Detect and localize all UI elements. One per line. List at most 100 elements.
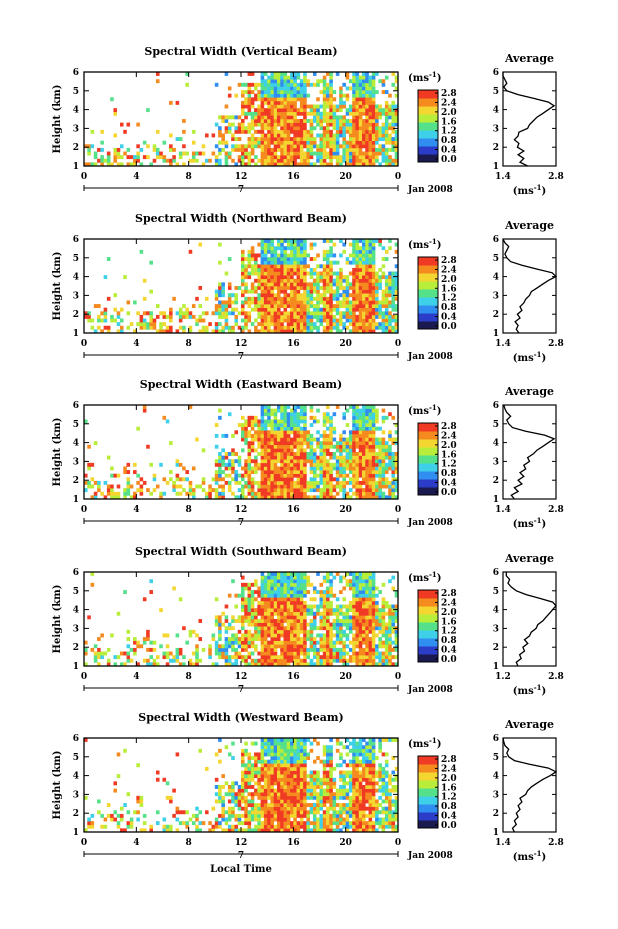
colorbar-tick-label: 0.0 — [441, 655, 457, 665]
avg-y-tick-label: 2 — [493, 143, 499, 153]
colorbar-tick-label: 1.6 — [441, 450, 457, 460]
x-tick-label: 8 — [186, 838, 192, 848]
colorbar-frame — [417, 89, 439, 163]
y-tick-label: 5 — [73, 587, 79, 597]
colorbar: 2.82.42.01.61.20.80.40.0 — [417, 589, 457, 665]
average-title: Average — [504, 552, 554, 565]
colorbar-tick-label: 0.4 — [441, 812, 457, 822]
colorbar-tick-label: 0.4 — [441, 479, 457, 489]
colorbar-swatch — [418, 265, 438, 274]
x-tick-label: 20 — [339, 172, 352, 182]
colorbar-tick-label: 2.0 — [441, 108, 457, 118]
date-label: Jan 2008 — [407, 352, 453, 362]
average-panel: Average 1 2 3 4 5 6 1.4 2.8 — [493, 52, 564, 182]
colorbar: 2.82.42.01.61.20.80.40.0 — [417, 755, 457, 831]
y-axis-label: Height (km) — [52, 252, 63, 321]
y-tick-label: 3 — [73, 624, 79, 634]
colorbar-unit-label: (ms-1) — [408, 403, 441, 417]
avg-y-tick-label: 3 — [493, 291, 499, 301]
avg-y-tick-label: 6 — [493, 568, 499, 578]
y-tick-label: 4 — [73, 772, 79, 782]
avg-y-tick-label: 6 — [493, 734, 499, 744]
avg-y-tick-label: 5 — [493, 420, 499, 430]
colorbar-unit-label: (ms-1) — [408, 736, 441, 750]
avg-y-tick-label: 3 — [493, 790, 499, 800]
colorbar-swatch — [418, 463, 438, 472]
avg-y-tick-label: 5 — [493, 587, 499, 597]
x-axis-label: Local Time — [210, 864, 272, 875]
colorbar-swatch — [418, 630, 438, 639]
average-frame — [502, 71, 557, 167]
y-tick-label: 3 — [73, 291, 79, 301]
day-label: 7 — [238, 518, 244, 528]
colorbar-swatch — [418, 614, 438, 623]
colorbar-tick-label: 1.6 — [441, 783, 457, 793]
colorbar-tick-label: 1.2 — [441, 127, 457, 137]
colorbar-swatch — [418, 257, 438, 266]
x-tick-label: 8 — [186, 505, 192, 515]
y-axis-label: Height (km) — [52, 418, 63, 487]
average-panel: Average 1 2 3 4 5 6 1.2 2.8 — [493, 552, 564, 682]
y-tick-label: 6 — [73, 235, 79, 245]
average-profile-line — [503, 404, 556, 500]
y-tick-label: 6 — [73, 68, 79, 78]
colorbar-swatch — [418, 487, 438, 496]
avg-y-tick-label: 6 — [493, 235, 499, 245]
y-tick-label: 6 — [73, 401, 79, 411]
average-title: Average — [504, 52, 554, 65]
avg-y-tick-label: 3 — [493, 457, 499, 467]
x-tick-label: 12 — [235, 339, 248, 349]
colorbar-tick-label: 0.0 — [441, 155, 457, 165]
x-tick-label: 0 — [81, 172, 87, 182]
colorbar-swatch — [418, 114, 438, 123]
colorbar-tick-label: 2.4 — [441, 98, 457, 108]
colorbar-swatch — [418, 598, 438, 607]
colorbar-tick-label: 2.4 — [441, 265, 457, 275]
y-tick-label: 4 — [73, 439, 79, 449]
colorbar-tick-label: 0.8 — [441, 636, 457, 646]
y-tick-label: 1 — [73, 329, 79, 339]
x-tick-label: 0 — [81, 505, 87, 515]
avg-y-tick-label: 4 — [493, 772, 499, 782]
colorbar-unit-label: (ms-1) — [408, 237, 441, 251]
avg-x-tick-label: 1.2 — [495, 672, 511, 682]
avg-x-tick-label: 2.8 — [548, 672, 564, 682]
y-axis-label: Height (km) — [52, 751, 63, 820]
avg-x-axis-label: (ms-1) — [513, 849, 546, 863]
x-tick-label: 20 — [339, 339, 352, 349]
colorbar-swatch — [418, 130, 438, 139]
avg-y-tick-label: 1 — [493, 162, 499, 172]
x-tick-label: 16 — [287, 505, 300, 515]
colorbar-swatch — [418, 297, 438, 306]
average-title: Average — [504, 219, 554, 232]
y-tick-label: 6 — [73, 568, 79, 578]
avg-x-tick-label: 1.4 — [495, 505, 511, 515]
heatmap-cells — [84, 239, 399, 334]
y-tick-label: 1 — [73, 662, 79, 672]
colorbar-tick-label: 2.8 — [441, 256, 457, 266]
avg-y-tick-label: 1 — [493, 329, 499, 339]
y-tick-label: 5 — [73, 753, 79, 763]
colorbar-tick-label: 2.4 — [441, 431, 457, 441]
avg-y-tick-label: 4 — [493, 606, 499, 616]
colorbar-swatch — [418, 281, 438, 290]
x-tick-label: 12 — [235, 838, 248, 848]
average-frame — [502, 238, 557, 334]
avg-x-tick-label: 1.4 — [495, 339, 511, 349]
colorbar-swatch — [418, 646, 438, 655]
average-panel: Average 1 2 3 4 5 6 1.4 2.8 — [493, 219, 564, 349]
colorbar-swatch — [418, 98, 438, 107]
y-tick-label: 5 — [73, 87, 79, 97]
x-tick-label: 12 — [235, 672, 248, 682]
avg-x-tick-label: 1.4 — [495, 172, 511, 182]
colorbar-tick-label: 0.0 — [441, 821, 457, 831]
avg-x-tick-label: 2.8 — [548, 172, 564, 182]
x-tick-label: 12 — [235, 172, 248, 182]
y-tick-label: 4 — [73, 106, 79, 116]
colorbar-tick-label: 0.4 — [441, 313, 457, 323]
x-tick-label: 0 — [395, 672, 401, 682]
